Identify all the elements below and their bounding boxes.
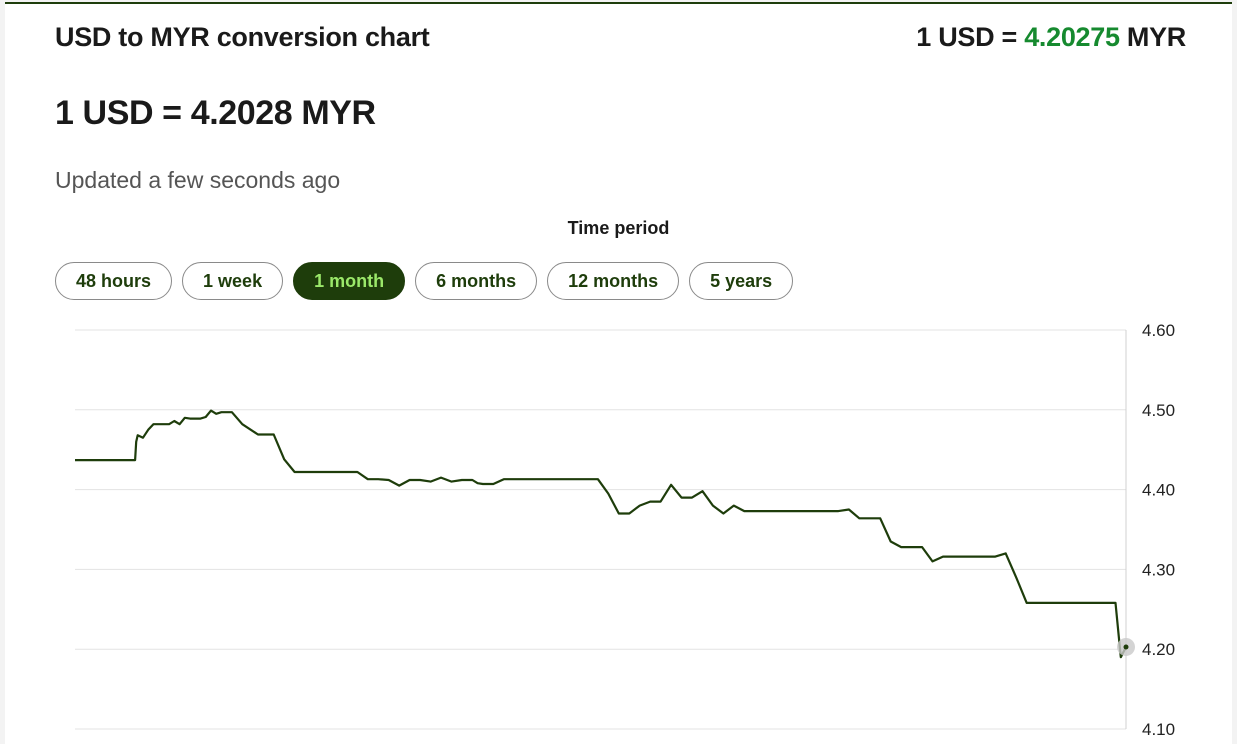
y-tick-label: 4.60 (1142, 321, 1175, 340)
series-line (75, 409, 1127, 659)
y-tick-label: 4.10 (1142, 720, 1175, 739)
period-button-48-hours[interactable]: 48 hours (55, 262, 173, 300)
y-tick-label: 4.50 (1142, 401, 1175, 420)
period-button-1-month[interactable]: 1 month (293, 262, 406, 300)
rate-chart: 4.60 4.50 4.40 4.30 4.20 4.10 (75, 321, 1175, 739)
page-title: USD to MYR conversion chart (55, 22, 430, 52)
time-period-selector: 48 hours 1 week 1 month 6 months 12 mont… (55, 262, 794, 300)
current-point (1123, 644, 1129, 650)
period-button-1-week[interactable]: 1 week (182, 262, 284, 300)
period-button-12-months[interactable]: 12 months (547, 262, 680, 300)
rate-prefix: 1 USD = (916, 22, 1025, 52)
y-tick-label: 4.40 (1142, 481, 1175, 500)
big-rate: 1 USD = 4.2028 MYR (55, 94, 376, 132)
period-button-5-years[interactable]: 5 years (689, 262, 794, 300)
y-tick-label: 4.30 (1142, 560, 1175, 579)
period-button-6-months[interactable]: 6 months (415, 262, 538, 300)
updated-text: Updated a few seconds ago (55, 167, 341, 193)
y-tick-label: 4.20 (1142, 640, 1175, 659)
time-period-label: Time period (567, 218, 670, 238)
rate-suffix: MYR (1119, 22, 1186, 52)
current-rate: 1 USD = 4.20275 MYR (916, 22, 1186, 53)
rate-value: 4.20275 (1024, 22, 1120, 52)
chart-card: USD to MYR conversion chart 1 USD = 4.20… (5, 2, 1232, 744)
